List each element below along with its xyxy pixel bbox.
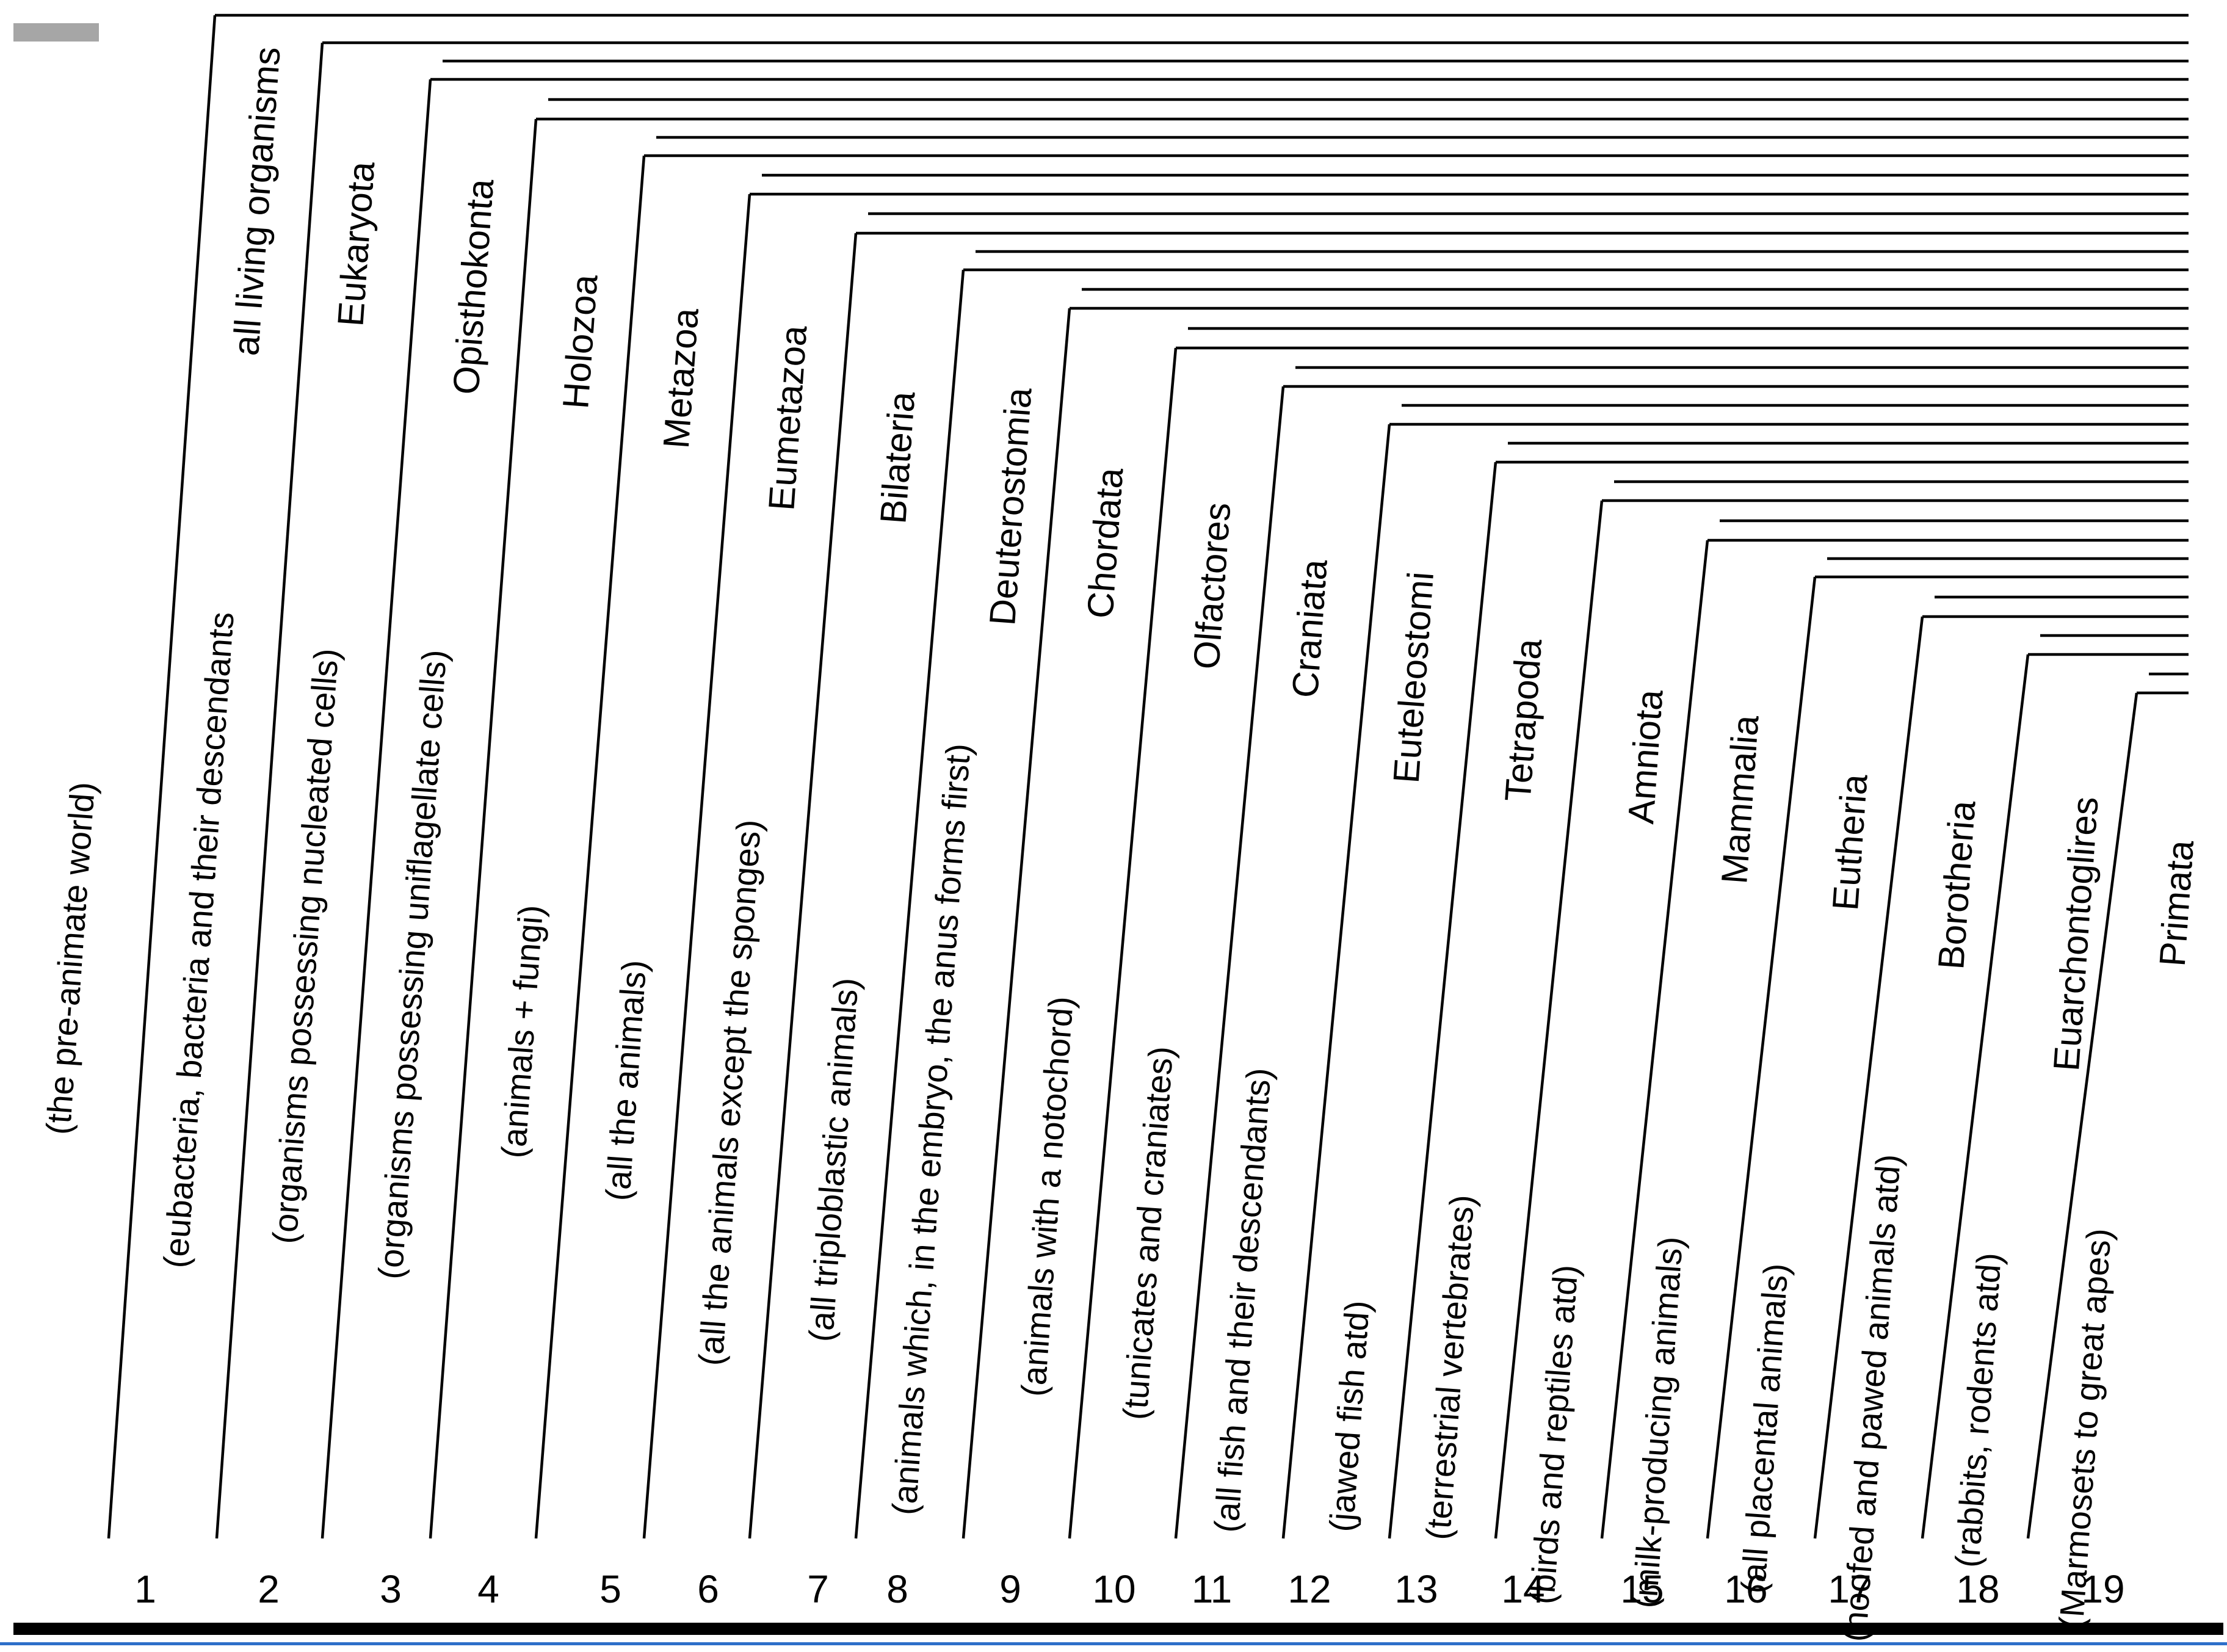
bottom-bar — [13, 1623, 2223, 1635]
clade-name-label: Eutheria — [1825, 772, 1875, 911]
clade-description-label: (jawed fish atd) — [1322, 1299, 1377, 1533]
clade-branch-line — [215, 42, 324, 1539]
stage-number: 2 — [258, 1567, 280, 1611]
clade-description-label: (birds and reptiles atd) — [1523, 1264, 1585, 1606]
clade-branch-line — [1068, 347, 1178, 1539]
clade-name-label: Olfactores — [1186, 501, 1238, 670]
clade-name-label: Euarchontoglires — [2046, 795, 2106, 1073]
clade-description-label: (rabbits, rodents atd) — [1948, 1252, 2008, 1569]
clade-branch-line — [429, 118, 538, 1539]
clade-branch-line — [1494, 500, 1604, 1539]
clade-lines — [107, 13, 2189, 1539]
stage-number: 14 — [1501, 1567, 1544, 1611]
clade-description-label: (terrestrial vertebrates) — [1419, 1194, 1482, 1541]
clade-name-label: Borotheria — [1930, 799, 1983, 971]
clade-branch-line — [2026, 692, 2138, 1539]
stage-number: 12 — [1287, 1567, 1331, 1611]
stage-numbers: 1 2 3 4 5 6 7 8 9 10 11 12 13 14 15 16 17 18 19 — [134, 1567, 2124, 1611]
stage-number: 13 — [1394, 1567, 1438, 1611]
clade-name-label: Amniota — [1620, 688, 1670, 825]
stage-number: 16 — [1724, 1567, 1767, 1611]
clade-name-label: Holozoa — [555, 273, 605, 410]
stage-number: 1 — [134, 1567, 156, 1611]
clade-name-label: all living organisms — [225, 45, 288, 357]
stage-number: 18 — [1956, 1567, 1999, 1611]
clade-branch-line — [854, 269, 965, 1539]
clade-description-label: (tunicates and craniates) — [1115, 1045, 1180, 1421]
clade-branch-line — [1600, 540, 1709, 1539]
clade-name-label: Bilateria — [872, 390, 922, 526]
stage-number: 11 — [1192, 1567, 1232, 1611]
stage-number: 7 — [807, 1567, 829, 1611]
stage-number: 17 — [1828, 1567, 1871, 1611]
clade-name-label: Euteleostomi — [1386, 570, 1441, 784]
clade-description-label: (all the animals) — [598, 958, 654, 1202]
clade-name-label: Eumetazoa — [761, 324, 814, 512]
clade-branch-line — [320, 79, 432, 1539]
clade-name-label: Opisthokonta — [445, 177, 501, 396]
clade-description-label: (eubacteria, bacteria and their descenda… — [156, 610, 241, 1269]
clade-labels: (the pre-animate world) all living organi… — [38, 45, 2201, 1642]
clade-branch-line — [1281, 424, 1391, 1539]
clade-branch-line — [1706, 576, 1817, 1539]
clade-name-label: Tetrapoda — [1497, 637, 1549, 803]
clade-branch-line — [107, 15, 217, 1539]
clade-name-label: Deuterostomia — [982, 386, 1039, 627]
accent-rule — [0, 1642, 2227, 1645]
clade-branch-line — [1813, 616, 1924, 1539]
clade-description-label: (animals which, in the embryo, the anus … — [885, 742, 977, 1516]
stage-number: 15 — [1620, 1567, 1664, 1611]
stage-number: 19 — [2081, 1567, 2124, 1611]
clade-name-label: Eukaryota — [330, 160, 382, 328]
clade-branch-line — [534, 155, 646, 1539]
clade-name-label: Metazoa — [656, 306, 706, 450]
corner-swatch — [13, 23, 99, 42]
clade-description-label: (organisms possessing uniflagellate cell… — [371, 648, 454, 1280]
clade-name-label: Craniata — [1284, 558, 1335, 700]
clade-description-label: (all placental animals) — [1734, 1262, 1795, 1595]
stage-number: 3 — [380, 1567, 402, 1611]
clade-name-label: Primata — [2152, 839, 2202, 968]
stage-number: 10 — [1092, 1567, 1135, 1611]
clade-description-label: (animals with a notochord) — [1014, 995, 1081, 1398]
clade-branch-line — [1174, 386, 1285, 1539]
clade-description-label: (animals + fungi) — [494, 904, 550, 1159]
clade-description-label: (milk-producing animals) — [1625, 1235, 1690, 1609]
clade-description-label: (all fish and their descendants) — [1207, 1067, 1278, 1534]
clade-branch-line — [1388, 462, 1497, 1539]
clade-description-label: (all triploblastic animals) — [802, 976, 866, 1342]
clade-description-label: (organisms possessing nucleated cells) — [265, 647, 346, 1245]
clade-description-label: (all the animals except the sponges) — [691, 818, 768, 1367]
clade-branch-line — [961, 308, 1071, 1539]
stage-number: 6 — [697, 1567, 719, 1611]
stage-number: 5 — [599, 1567, 621, 1611]
stage-number: 9 — [999, 1567, 1021, 1611]
clade-description-label: (the pre-animate world) — [38, 781, 102, 1136]
clade-name-label: Chordata — [1079, 466, 1131, 620]
clade-name-label: Mammalia — [1714, 714, 1766, 885]
stage-number: 8 — [886, 1567, 908, 1611]
clade-branch-line — [748, 233, 858, 1539]
clade-branch-line — [642, 194, 751, 1539]
stage-number: 4 — [477, 1567, 499, 1611]
clade-branch-line — [1921, 654, 2030, 1539]
